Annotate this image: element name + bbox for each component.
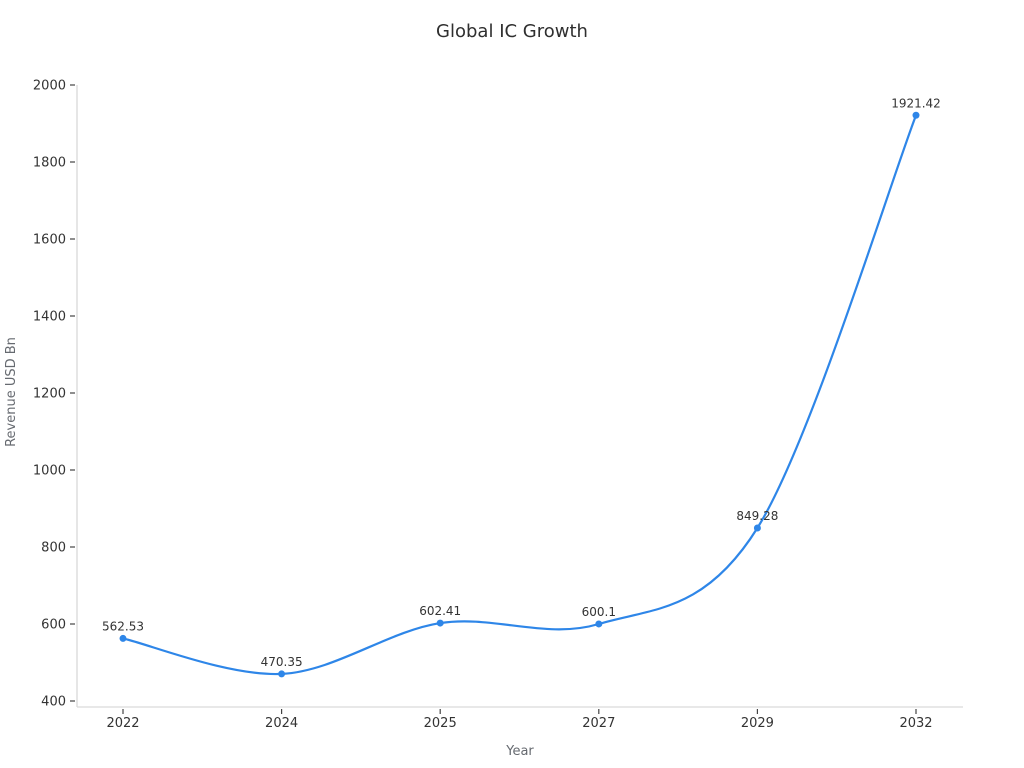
x-tick-label: 2025 xyxy=(424,716,457,731)
x-axis-title: Year xyxy=(505,744,534,759)
axes: 400 600 800 1000 1200 1400 1600 1800 2000 2022 202… xyxy=(33,79,963,731)
data-point-label: 849.28 xyxy=(736,509,778,523)
x-tick-label: 2022 xyxy=(106,716,139,731)
data-point xyxy=(753,524,761,532)
y-tick-label: 600 xyxy=(41,618,66,633)
y-tick-label: 1000 xyxy=(33,464,66,479)
data-point-label: 470.35 xyxy=(261,655,303,669)
x-tick-label: 2027 xyxy=(582,716,615,731)
x-tick-label: 2024 xyxy=(265,716,298,731)
y-tick-label: 1600 xyxy=(33,233,66,248)
data-point xyxy=(912,111,920,119)
data-point xyxy=(119,634,127,642)
y-tick-label: 1200 xyxy=(33,387,66,402)
x-tick-label: 2029 xyxy=(741,716,774,731)
data-point xyxy=(595,620,603,628)
y-tick-label: 1400 xyxy=(33,310,66,325)
chart-title: Global IC Growth xyxy=(436,21,588,42)
data-point xyxy=(436,619,444,627)
line-series xyxy=(121,114,918,676)
y-tick-label: 2000 xyxy=(33,79,66,94)
series-revenue: 562.53 470.35 602.41 600.1 849.28 1921.42 xyxy=(102,96,941,678)
data-point-label: 600.1 xyxy=(582,605,616,619)
y-axis-title: Revenue USD Bn xyxy=(4,337,19,447)
data-point-label: 1921.42 xyxy=(891,96,941,110)
data-point xyxy=(278,670,286,678)
y-tick-label: 400 xyxy=(41,695,66,710)
data-point-label: 602.41 xyxy=(419,604,461,618)
x-tick-label: 2032 xyxy=(899,716,932,731)
y-tick-label: 1800 xyxy=(33,156,66,171)
data-point-label: 562.53 xyxy=(102,619,144,633)
y-tick-label: 800 xyxy=(41,541,66,556)
